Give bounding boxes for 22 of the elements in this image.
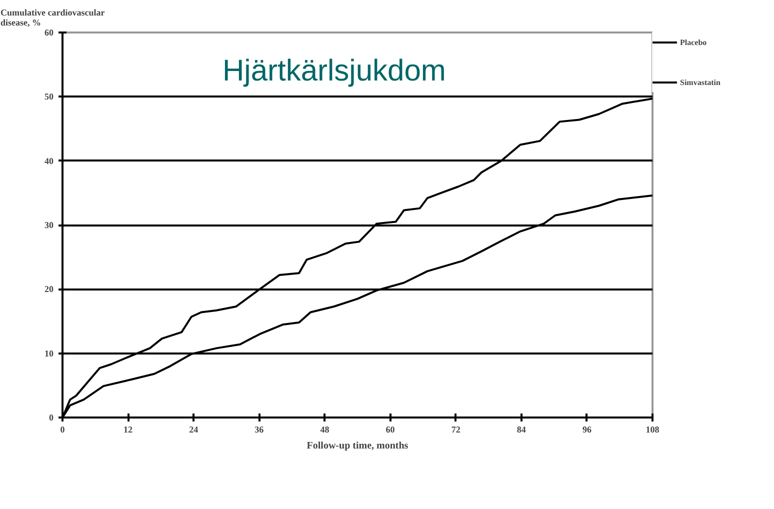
y-tick-label: 50: [44, 92, 54, 102]
y-tick-label: 30: [44, 220, 54, 230]
x-tick-label: 96: [582, 424, 592, 434]
x-tick-label: 12: [124, 424, 134, 434]
legend-label: Placebo: [680, 38, 707, 46]
y-tick-label: 40: [44, 156, 54, 166]
y-tick-label: 60: [44, 28, 54, 38]
legend-label: Simvastatin: [680, 78, 720, 86]
x-tick-label: 72: [451, 424, 461, 434]
x-tick-label: 0: [60, 424, 66, 434]
x-tick-label: 36: [254, 424, 264, 434]
x-tick-label: 24: [189, 424, 199, 434]
text: Hjärtkärlsjukdom: [222, 54, 446, 88]
x-tick-label: 60: [386, 424, 396, 434]
y-tick-label: 0: [49, 412, 54, 422]
y-tick-label: 20: [44, 284, 54, 294]
y-axis-title: Cumulative cardiovascular disease, %: [0, 8, 105, 28]
x-tick-label: 108: [646, 424, 660, 434]
y-tick-label: 10: [44, 348, 54, 358]
x-axis-title: Follow-up time, months: [306, 440, 408, 452]
x-tick-label: 48: [320, 424, 330, 434]
x-tick-label: 84: [516, 424, 526, 434]
